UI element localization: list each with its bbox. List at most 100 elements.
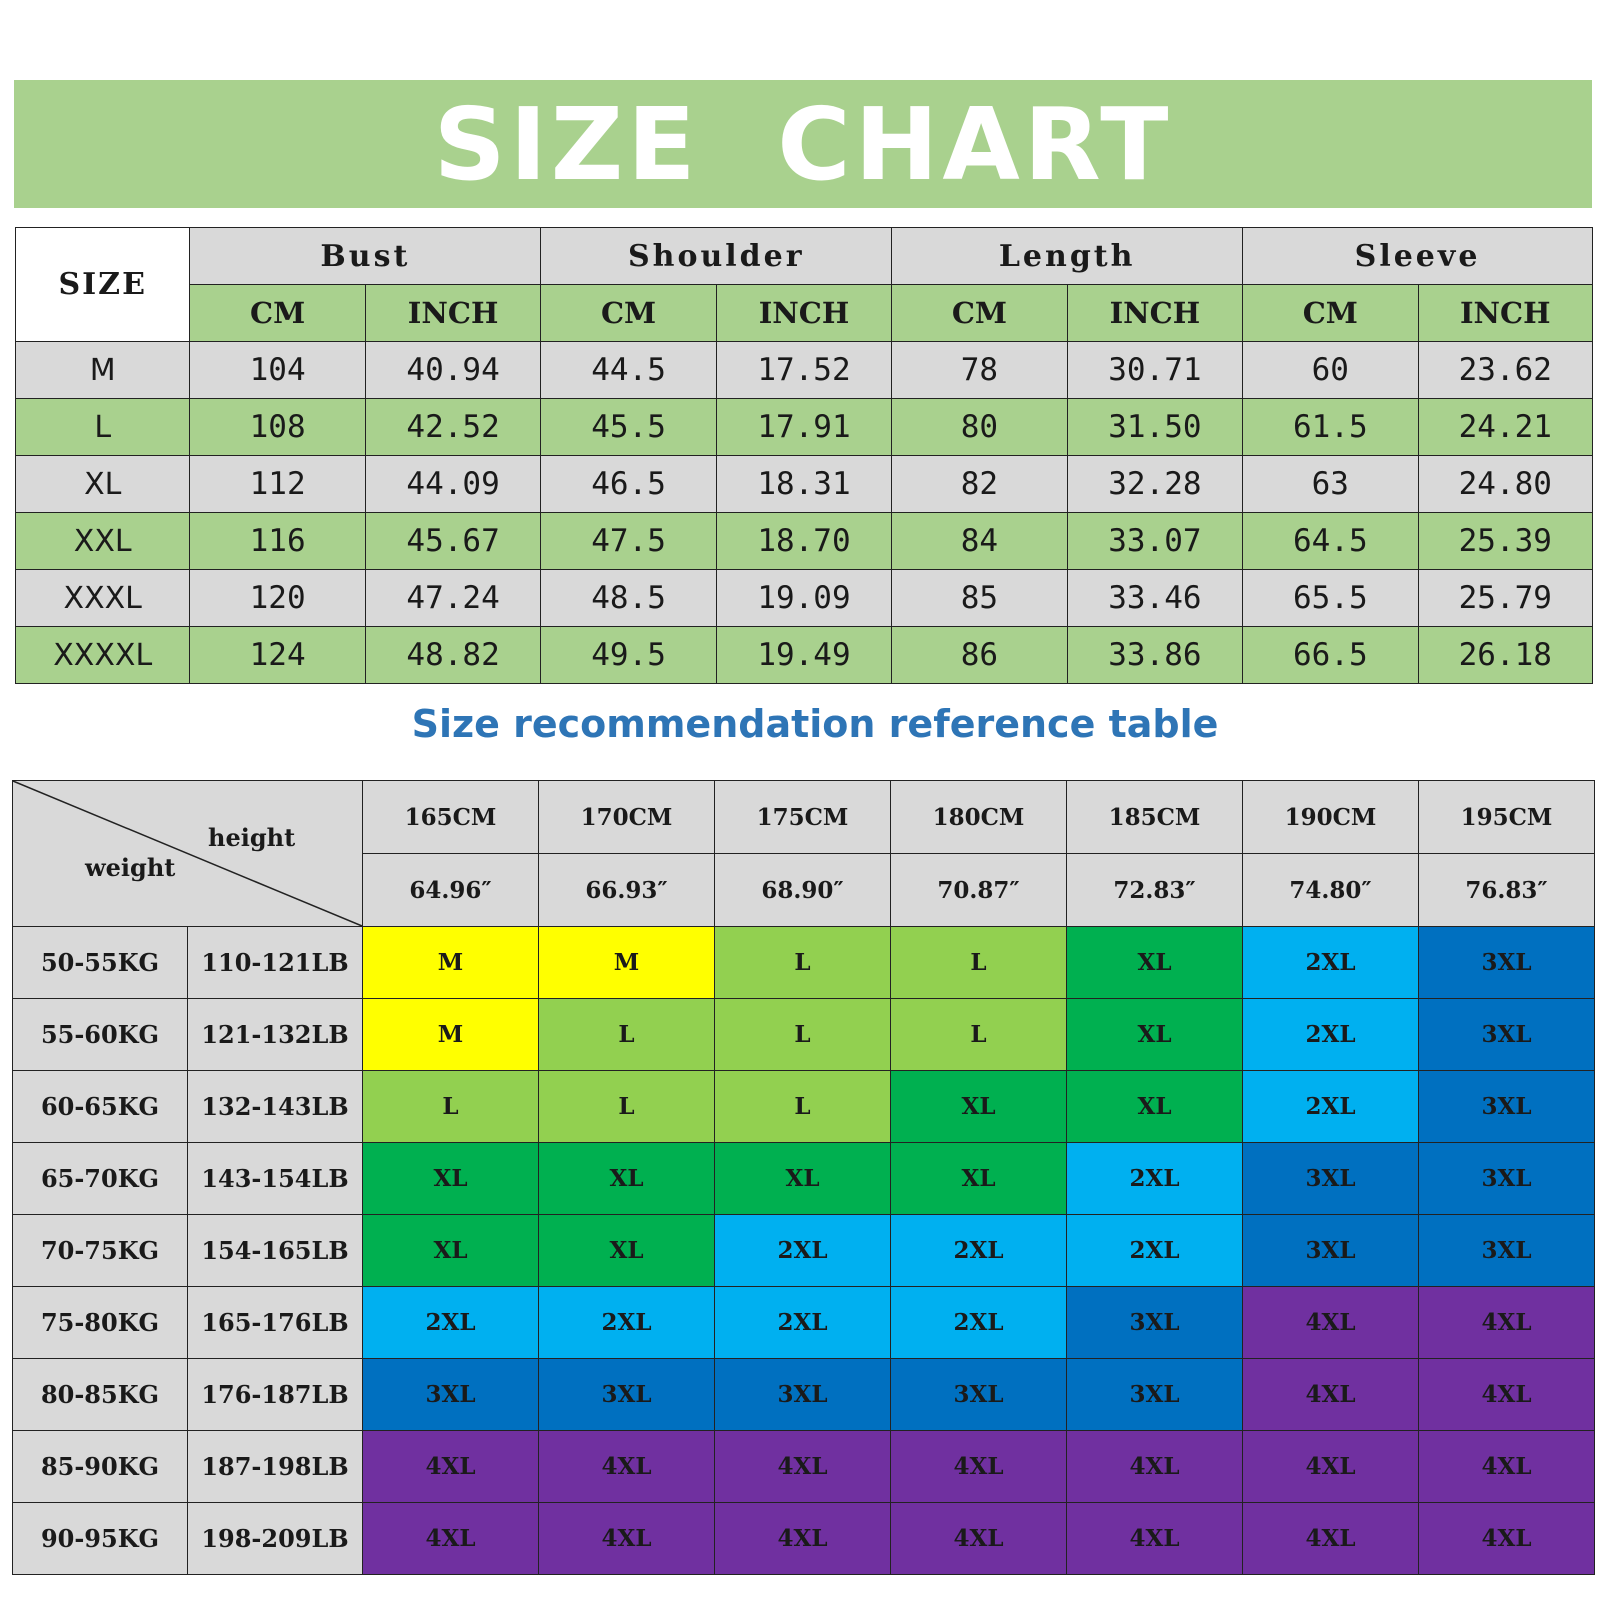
measurement-cell: 47.24 [364, 569, 542, 627]
measurement-cell: 32.28 [1066, 455, 1244, 513]
measurement-cell: 120 [189, 569, 366, 627]
table-row: M 104 40.94 44.5 17.52 78 30.71 60 23.62 [14, 341, 1594, 399]
size-column-header: SIZE [14, 227, 191, 342]
measurement-cell: 18.70 [715, 512, 893, 570]
table-row: 60-65KG 132-143LB L L L XL XL 2XL 3XL [12, 1070, 1595, 1143]
measurement-cell: 17.91 [715, 398, 893, 456]
table-row: XL 112 44.09 46.5 18.31 82 32.28 63 24.80 [14, 455, 1594, 513]
table-row: 65-70KG 143-154LB XL XL XL XL 2XL 3XL 3XL [12, 1142, 1595, 1215]
recommended-size-cell: L [890, 998, 1067, 1071]
height-inch-header: 76.83″ [1418, 853, 1595, 927]
measurement-cell: 45.5 [540, 398, 717, 456]
table-row: XXXXL 124 48.82 49.5 19.49 86 33.86 66.5 26.18 [14, 626, 1594, 684]
recommendation-table-body: 50-55KG 110-121LB M M L L XL 2XL 3XL 55-60KG 121-1… [12, 926, 1595, 1575]
weight-lb-cell: 121-132LB [187, 998, 363, 1071]
weight-lb-cell: 110-121LB [187, 926, 363, 999]
unit-header-cm: CM [891, 284, 1068, 342]
recommended-size-cell: 3XL [1066, 1358, 1243, 1431]
measurement-cell: 85 [891, 569, 1068, 627]
diagonal-divider [13, 781, 362, 926]
measurement-cell: 61.5 [1242, 398, 1419, 456]
measurement-cell: 116 [189, 512, 366, 570]
height-cm-header: 185CM [1066, 780, 1243, 854]
table-row: 80-85KG 176-187LB 3XL 3XL 3XL 3XL 3XL 4XL 4XL [12, 1358, 1595, 1431]
measurement-cell: 19.09 [715, 569, 893, 627]
recommended-size-cell: XL [1066, 926, 1243, 999]
recommended-size-cell: 2XL [890, 1214, 1067, 1287]
recommended-size-cell: 4XL [1066, 1430, 1243, 1503]
measurement-cell: 45.67 [364, 512, 542, 570]
recommended-size-cell: XL [1066, 1070, 1243, 1143]
measurement-cell: 86 [891, 626, 1068, 684]
recommended-size-cell: XL [538, 1142, 715, 1215]
recommended-size-cell: XL [890, 1142, 1067, 1215]
recommended-size-cell: 4XL [1418, 1358, 1595, 1431]
recommended-size-cell: L [890, 926, 1067, 999]
recommended-size-cell: 3XL [1066, 1286, 1243, 1359]
measurement-cell: 19.49 [715, 626, 893, 684]
unit-header-inch: INCH [1066, 284, 1244, 342]
recommended-size-cell: 3XL [1242, 1214, 1419, 1287]
recommended-size-cell: 2XL [714, 1214, 891, 1287]
recommendation-table: height weight 165CM 170CM 175CM 180CM 18… [12, 780, 1595, 1575]
measurement-cell: 108 [189, 398, 366, 456]
recommended-size-cell: 4XL [1066, 1502, 1243, 1575]
size-label-cell: XXL [14, 512, 191, 570]
unit-header-cm: CM [189, 284, 366, 342]
measurement-cell: 47.5 [540, 512, 717, 570]
corner-label-weight: weight [85, 853, 176, 882]
unit-header-inch: INCH [364, 284, 542, 342]
recommended-size-cell: XL [362, 1142, 539, 1215]
measurement-cell: 66.5 [1242, 626, 1419, 684]
size-label-cell: L [14, 398, 191, 456]
recommended-size-cell: 4XL [1242, 1358, 1419, 1431]
measurement-cell: 33.86 [1066, 626, 1244, 684]
height-inch-header: 64.96″ [362, 853, 539, 927]
recommended-size-cell: 4XL [890, 1430, 1067, 1503]
recommended-size-cell: M [538, 926, 715, 999]
recommended-size-cell: 2XL [1066, 1142, 1243, 1215]
recommended-size-cell: 2XL [890, 1286, 1067, 1359]
height-cm-header: 180CM [890, 780, 1067, 854]
corner-label-height: height [208, 823, 296, 852]
recommended-size-cell: 2XL [714, 1286, 891, 1359]
measurement-cell: 44.5 [540, 341, 717, 399]
measurement-cell: 82 [891, 455, 1068, 513]
recommended-size-cell: 4XL [1242, 1430, 1419, 1503]
recommended-size-cell: 3XL [1418, 1070, 1595, 1143]
measurement-cell: 64.5 [1242, 512, 1419, 570]
measurement-cell: 65.5 [1242, 569, 1419, 627]
recommended-size-cell: 4XL [362, 1502, 539, 1575]
measurement-cell: 42.52 [364, 398, 542, 456]
height-cm-row: height weight 165CM 170CM 175CM 180CM 18… [12, 780, 1595, 927]
corner-header: height weight [12, 780, 363, 927]
measurement-cell: 63 [1242, 455, 1419, 513]
unit-header-inch: INCH [1417, 284, 1594, 342]
measurement-cell: 48.82 [364, 626, 542, 684]
weight-kg-cell: 55-60KG [12, 998, 188, 1071]
measurement-cell: 49.5 [540, 626, 717, 684]
size-label-cell: XXXXL [14, 626, 191, 684]
table-row: 70-75KG 154-165LB XL XL 2XL 2XL 2XL 3XL 3XL [12, 1214, 1595, 1287]
height-cm-header: 190CM [1242, 780, 1419, 854]
measurement-cell: 18.31 [715, 455, 893, 513]
recommended-size-cell: 4XL [538, 1502, 715, 1575]
recommended-size-cell: 4XL [362, 1430, 539, 1503]
recommended-size-cell: 3XL [1242, 1142, 1419, 1215]
recommended-size-cell: XL [538, 1214, 715, 1287]
measurement-cell: 40.94 [364, 341, 542, 399]
unit-header-row: CM INCH CM INCH CM INCH CM INCH [16, 284, 1594, 342]
recommended-size-cell: L [362, 1070, 539, 1143]
weight-kg-cell: 60-65KG [12, 1070, 188, 1143]
weight-lb-cell: 198-209LB [187, 1502, 363, 1575]
recommended-size-cell: 3XL [714, 1358, 891, 1431]
weight-lb-cell: 187-198LB [187, 1430, 363, 1503]
recommended-size-cell: XL [1066, 998, 1243, 1071]
weight-kg-cell: 90-95KG [12, 1502, 188, 1575]
page-title: SIZE CHART [433, 85, 1173, 203]
table-row: L 108 42.52 45.5 17.91 80 31.50 61.5 24.21 [14, 398, 1594, 456]
recommended-size-cell: XL [890, 1070, 1067, 1143]
measurement-cell: 31.50 [1066, 398, 1244, 456]
recommended-size-cell: 3XL [538, 1358, 715, 1431]
recommended-size-cell: XL [714, 1142, 891, 1215]
